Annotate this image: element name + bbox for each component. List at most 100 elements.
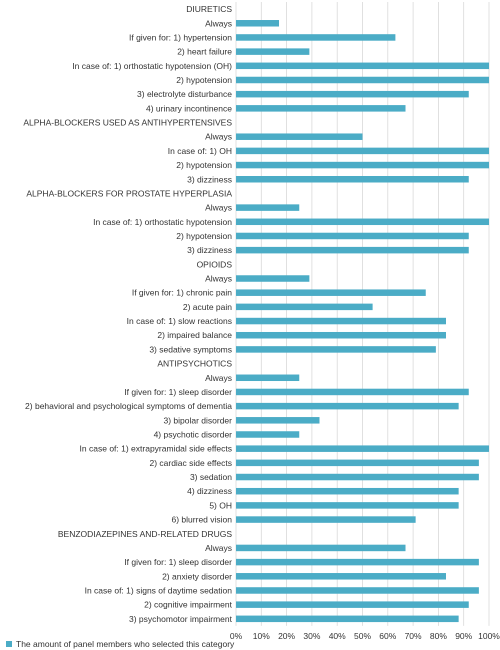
category-header-label: DIURETICS (186, 4, 232, 14)
legend-swatch (6, 641, 12, 647)
bar (236, 544, 406, 552)
x-tick-label: 0% (230, 631, 243, 641)
category-labels: DIURETICS Always If given for: 1) hyperten… (23, 4, 232, 624)
category-label: Always (205, 18, 232, 28)
bar (236, 317, 446, 325)
category-label: Always (205, 274, 232, 284)
category-label: 4) urinary incontinence (146, 103, 232, 113)
bar (236, 346, 436, 353)
x-tick-label: 90% (455, 631, 472, 641)
category-label: 4) psychotic disorder (154, 429, 233, 439)
bars (236, 20, 489, 623)
category-header-label: BENZODIAZEPINES AND-RELATED DRUGS (58, 529, 232, 539)
category-label: If given for: 1) hypertension (129, 32, 232, 42)
category-label: In case of: 1) signs of daytime sedation (85, 585, 233, 595)
x-tick-label: 100% (478, 631, 500, 641)
bar (236, 133, 363, 140)
category-label: Always (205, 373, 232, 383)
category-label: 3) psychomotor impairment (129, 614, 233, 624)
bar (236, 459, 479, 467)
x-tick-label: 50% (354, 631, 371, 641)
category-label: In case of: 1) orthostatic hypotension (… (72, 61, 232, 71)
bar (236, 587, 479, 594)
category-label: If given for: 1) chronic pain (132, 288, 232, 298)
bar (236, 445, 489, 452)
category-label: 2) impaired balance (157, 330, 232, 340)
bar (236, 105, 406, 112)
bar (236, 573, 446, 580)
legend-label: The amount of panel members who selected… (16, 639, 235, 649)
bar (236, 20, 280, 27)
bar (236, 232, 469, 240)
bar (236, 76, 489, 84)
bar (236, 161, 489, 169)
category-label: Always (205, 132, 232, 142)
bar (236, 147, 489, 155)
category-label: 3) bipolar disorder (163, 415, 232, 425)
category-label: 2) hypotension (176, 160, 232, 170)
x-tick-label: 60% (379, 631, 396, 641)
bar (236, 176, 469, 183)
category-label: In case of: 1) extrapyramidal side effec… (80, 444, 232, 454)
category-label: 2) cognitive impairment (144, 600, 233, 610)
category-label: Always (205, 203, 232, 213)
category-label: 2) acute pain (183, 302, 232, 312)
bar (236, 487, 459, 495)
category-header-label: ANTIPSYCHOTICS (157, 359, 232, 369)
category-label: In case of: 1) slow reactions (127, 316, 232, 326)
category-label: 2) hypotension (176, 231, 232, 241)
x-tick-label: 10% (253, 631, 270, 641)
category-label: If given for: 1) sleep disorder (124, 557, 232, 567)
bar (236, 431, 300, 438)
x-tick-label: 70% (405, 631, 422, 641)
category-label: 2) anxiety disorder (162, 571, 232, 581)
bar (236, 374, 300, 382)
category-label: 3) sedative symptoms (149, 344, 232, 354)
category-label: 2) behavioral and psychological symptoms… (25, 401, 232, 411)
bar (236, 417, 320, 424)
category-label: 2) hypotension (176, 75, 232, 85)
category-label: 2) heart failure (177, 47, 232, 57)
bar (236, 34, 396, 41)
bar (236, 48, 310, 55)
category-label: 5) OH (209, 500, 232, 510)
bar (236, 275, 310, 282)
bar (236, 90, 469, 98)
category-label: In case of: 1) OH (168, 146, 232, 156)
x-tick-label: 20% (278, 631, 295, 641)
x-axis-ticks: 0% 10% 20% 30% 40% 50% 60% 70% 80% 90% 100% (230, 631, 500, 641)
category-label: Always (205, 543, 232, 553)
bar (236, 502, 459, 509)
category-label: 3) dizziness (187, 245, 232, 255)
category-header-label: ALPHA-BLOCKERS USED AS ANTIHYPERTENSIVES (23, 118, 232, 128)
bar (236, 204, 300, 211)
bar (236, 615, 459, 623)
bar (236, 218, 489, 226)
bar (236, 516, 416, 523)
bar (236, 402, 459, 410)
category-label: In case of: 1) orthostatic hypotension (93, 217, 232, 227)
category-label: 3) sedation (190, 472, 232, 482)
bar (236, 289, 426, 296)
legend: The amount of panel members who selected… (6, 638, 234, 650)
x-tick-label: 30% (303, 631, 320, 641)
bar (236, 62, 489, 70)
category-label: If given for: 1) sleep disorder (124, 387, 232, 397)
bar (236, 303, 373, 311)
bar (236, 473, 479, 481)
bar (236, 601, 469, 608)
bar (236, 246, 469, 254)
category-label: 4) dizziness (187, 486, 232, 496)
category-header-label: OPIOIDS (197, 259, 233, 269)
x-tick-label: 40% (329, 631, 346, 641)
x-tick-label: 80% (430, 631, 447, 641)
bar (236, 558, 479, 566)
category-label: 6) blurred vision (172, 515, 233, 525)
bar (236, 331, 446, 339)
category-label: 3) dizziness (187, 174, 232, 184)
category-label: 2) cardiac side effects (149, 458, 232, 468)
category-label: 3) electrolyte disturbance (137, 89, 232, 99)
bar (236, 388, 469, 396)
category-header-label: ALPHA-BLOCKERS FOR PROSTATE HYPERPLASIA (26, 188, 232, 198)
